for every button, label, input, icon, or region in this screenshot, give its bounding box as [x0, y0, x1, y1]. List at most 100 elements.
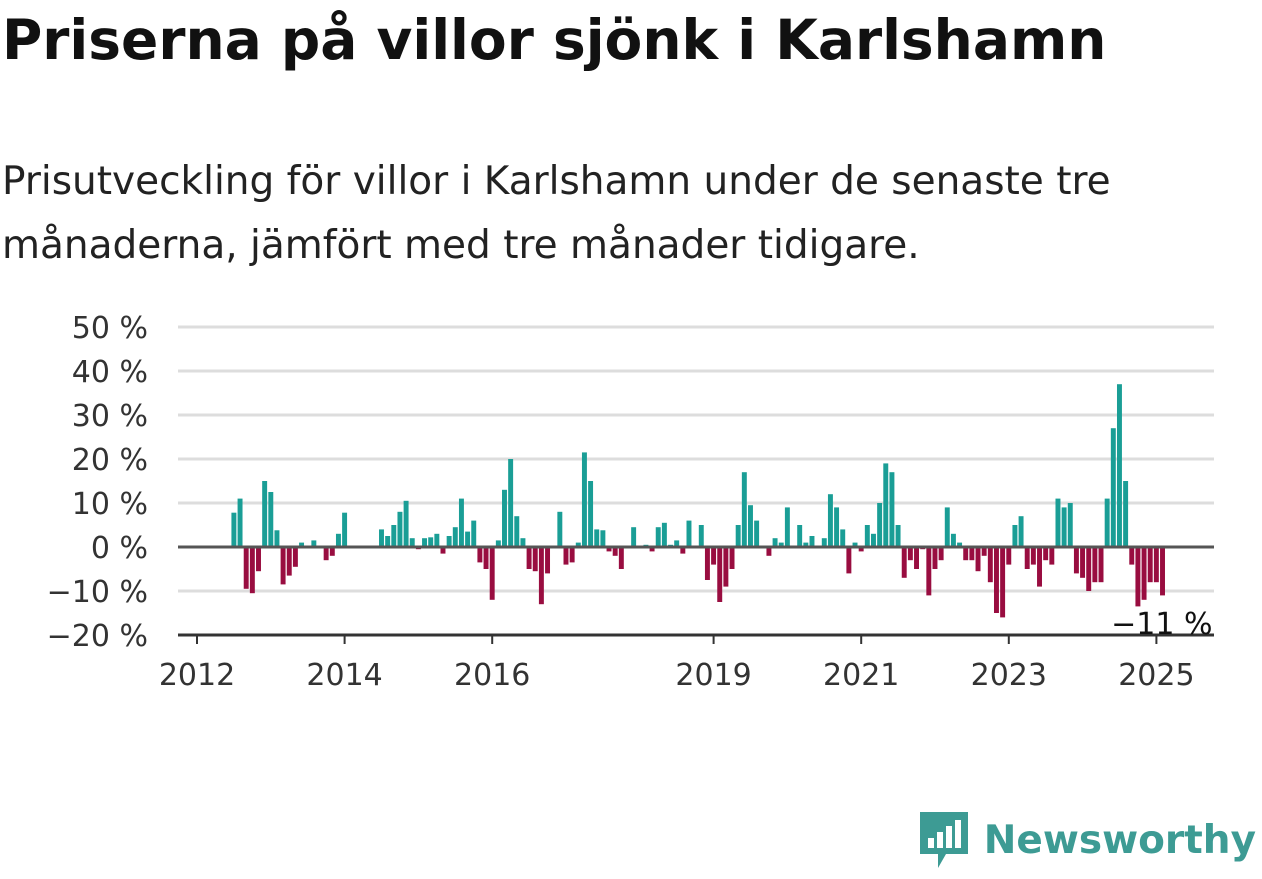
bar — [1129, 547, 1135, 565]
bar — [600, 530, 606, 547]
bar — [661, 522, 667, 547]
bar — [870, 533, 876, 547]
bar — [932, 547, 938, 569]
bar — [1061, 507, 1067, 547]
bar — [575, 542, 581, 547]
y-tick-labels: 50 % 40 % 30 % 20 % 10 % 0 % −10 % −20 % — [47, 311, 148, 654]
bar — [471, 520, 477, 547]
bar — [538, 547, 544, 605]
bar — [1067, 503, 1073, 547]
bar — [1110, 428, 1116, 547]
bar — [686, 520, 692, 547]
bar — [612, 547, 618, 556]
bar — [889, 472, 895, 547]
bar — [821, 538, 827, 547]
bar — [526, 547, 532, 569]
bars — [231, 384, 1165, 618]
bar — [1037, 547, 1042, 587]
bar — [717, 547, 723, 602]
bar — [268, 492, 274, 547]
chart-title: Priserna på villor sjönk i Karlshamn — [2, 8, 1107, 72]
bar — [766, 547, 772, 556]
bar — [311, 540, 317, 547]
bar — [901, 547, 907, 578]
x-tick-label: 2021 — [823, 658, 899, 693]
bar — [243, 547, 249, 589]
bar — [803, 542, 809, 547]
bar — [428, 537, 434, 547]
bar — [883, 463, 889, 547]
bar — [938, 547, 944, 561]
bar — [963, 547, 969, 561]
bar — [292, 547, 298, 567]
bar — [286, 547, 292, 576]
bar — [489, 547, 495, 600]
bar — [231, 512, 237, 547]
bar — [237, 498, 243, 547]
bar — [508, 459, 514, 547]
bar — [840, 529, 846, 547]
bar — [335, 533, 341, 547]
bar — [483, 547, 489, 569]
bar — [502, 489, 507, 547]
bar — [563, 547, 569, 565]
bar — [274, 530, 280, 547]
bar — [477, 547, 483, 563]
bar — [834, 507, 840, 547]
bar — [655, 527, 661, 547]
bar — [532, 547, 538, 572]
bar — [858, 547, 864, 552]
bar — [1055, 498, 1061, 547]
bar — [434, 533, 440, 547]
bar — [545, 547, 551, 574]
bar — [950, 533, 956, 547]
grid-lines — [178, 325, 1214, 593]
bar — [993, 547, 999, 613]
bar — [852, 542, 858, 547]
bar — [1160, 547, 1165, 596]
bar — [1012, 525, 1018, 547]
bar — [1104, 498, 1110, 547]
bar — [1024, 547, 1030, 569]
bar — [778, 542, 784, 547]
x-tick-label: 2012 — [159, 658, 235, 693]
bar-chart-pin-icon — [919, 812, 968, 868]
bar — [877, 503, 883, 547]
bar — [704, 547, 710, 580]
bar — [280, 547, 286, 585]
chart-subtitle: Prisutveckling för villor i Karlshamn un… — [2, 159, 1111, 268]
bar — [957, 542, 963, 547]
x-tick-label: 2023 — [971, 658, 1047, 693]
bar — [907, 547, 913, 561]
bar — [969, 547, 975, 561]
bar — [748, 505, 753, 547]
bar — [1000, 547, 1006, 618]
last-value-label: −11 % — [1111, 607, 1212, 642]
bar — [1006, 547, 1012, 565]
bar — [926, 547, 932, 596]
y-tick-label: 30 % — [72, 399, 148, 434]
x-tick-label: 2016 — [454, 658, 530, 693]
bar — [680, 547, 686, 554]
bar — [975, 547, 981, 572]
annotations: −11 % — [1111, 607, 1212, 642]
bar — [323, 547, 329, 561]
bar — [895, 525, 901, 547]
bar — [618, 547, 624, 569]
bar — [379, 529, 384, 547]
bar — [557, 511, 563, 547]
brand-logo: Newsworthy — [918, 807, 1256, 873]
bar — [1018, 516, 1024, 547]
x-tick-label: 2025 — [1118, 658, 1194, 693]
bar — [729, 547, 735, 569]
bar — [754, 520, 760, 547]
bar — [588, 481, 594, 547]
bar — [1073, 547, 1079, 574]
y-tick-label: −10 % — [47, 575, 148, 610]
bar — [1116, 384, 1122, 547]
y-tick-label: 0 % — [91, 531, 148, 566]
bar-chart: 50 %40 %30 %20 %10 %0 %−10 %−20 % 2012 20… — [47, 311, 1214, 693]
y-tick-label: −20 % — [47, 619, 148, 654]
bar — [631, 527, 637, 547]
bar — [569, 547, 575, 563]
